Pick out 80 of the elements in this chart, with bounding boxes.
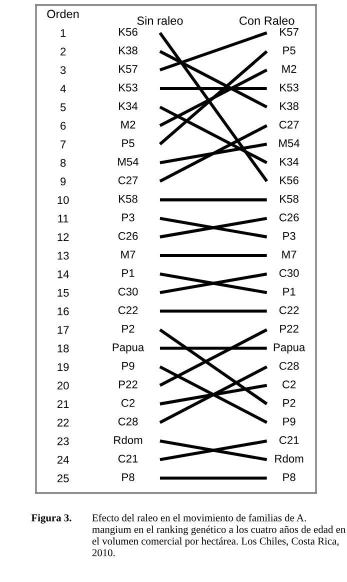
series-label: C22 bbox=[279, 306, 299, 314]
y-tick-label: 15 bbox=[58, 288, 69, 297]
series-label: P5 bbox=[283, 46, 296, 54]
text: K56 bbox=[119, 28, 138, 36]
text: C27 bbox=[118, 176, 138, 184]
y-tick-label: 25 bbox=[57, 474, 69, 482]
text: Papua bbox=[112, 344, 144, 354]
y-tick-label: 3 bbox=[60, 66, 66, 74]
y-tick-label: 1 bbox=[60, 29, 66, 37]
y-tick-label: 4 bbox=[60, 84, 66, 93]
series-label: C27 bbox=[279, 120, 299, 129]
y-tick-label: 22 bbox=[57, 418, 69, 427]
y-tick-label: 9 bbox=[60, 178, 66, 186]
text: K53 bbox=[119, 84, 138, 92]
text: P2 bbox=[122, 324, 134, 333]
text: P8 bbox=[122, 473, 134, 482]
text: C26 bbox=[118, 232, 138, 240]
text: P9 bbox=[122, 362, 134, 370]
text: K57 bbox=[119, 65, 138, 73]
y-tick-label: 8 bbox=[60, 158, 66, 167]
text: C22 bbox=[118, 306, 138, 314]
series-label: K34 bbox=[280, 158, 299, 166]
series-label: P8 bbox=[283, 473, 296, 482]
series-label: P1 bbox=[283, 288, 296, 296]
series-label: C30 bbox=[279, 269, 299, 278]
y-tick-label: 13 bbox=[58, 252, 69, 260]
y-tick-label: 11 bbox=[58, 214, 68, 222]
text: Figura 3. bbox=[31, 514, 72, 524]
text: M7 bbox=[121, 250, 136, 258]
text: C28 bbox=[118, 418, 138, 426]
series-label: P2 bbox=[283, 399, 296, 407]
y-tick-label: 18 bbox=[58, 344, 69, 352]
series-label: M54 bbox=[279, 139, 300, 148]
text: P5 bbox=[122, 139, 134, 148]
series-label: P22 bbox=[280, 324, 298, 333]
y-tick-label: 14 bbox=[58, 270, 69, 278]
y-tick-label: 24 bbox=[57, 456, 69, 464]
y-tick-label: 19 bbox=[58, 363, 69, 371]
text: P3 bbox=[122, 214, 134, 222]
series-label: C21 bbox=[279, 436, 299, 444]
series-label: K57 bbox=[280, 28, 298, 36]
text: C21 bbox=[118, 454, 138, 463]
y-tick-label: 16 bbox=[58, 307, 69, 316]
text: M2 bbox=[121, 120, 136, 128]
series-label: K58 bbox=[280, 194, 298, 203]
series-label: K53 bbox=[280, 84, 298, 92]
y-tick-label: 7 bbox=[60, 140, 66, 148]
series-label: M7 bbox=[282, 250, 296, 258]
series-label: C26 bbox=[279, 214, 299, 222]
series-label: K56 bbox=[280, 176, 298, 184]
y-tick-label: 10 bbox=[58, 196, 69, 204]
y-tick-label: 21 bbox=[57, 400, 69, 408]
series-label: Rdom bbox=[275, 454, 304, 463]
text: K34 bbox=[119, 102, 138, 110]
series-label: C28 bbox=[279, 362, 299, 370]
text: K38 bbox=[119, 46, 138, 54]
y-tick-label: 20 bbox=[57, 382, 69, 390]
y-tick-label: 5 bbox=[60, 103, 66, 112]
y-tick-label: 23 bbox=[57, 437, 69, 446]
y-tick-label: 17 bbox=[58, 326, 69, 334]
series-label: M2 bbox=[282, 65, 296, 73]
x-tick-label: Con Raleo bbox=[240, 16, 294, 25]
series-label: K38 bbox=[280, 102, 298, 110]
text: P1 bbox=[122, 269, 134, 277]
y-tick-label: 2 bbox=[60, 48, 66, 56]
x-tick-label: Sin raleo bbox=[137, 16, 183, 25]
text: C30 bbox=[118, 288, 138, 296]
text: Efecto del raleo en el movimiento de familias de A. mangium en el ranking genético a los cuatro años de edad en el volumen comercial por hectárea. Los Chiles, Costa Rica, 2010. bbox=[92, 514, 346, 556]
text: C2 bbox=[121, 399, 135, 407]
y-tick-label: 12 bbox=[58, 233, 69, 241]
y-tick-label: 6 bbox=[60, 122, 66, 130]
text: P22 bbox=[119, 380, 138, 388]
series-label: C2 bbox=[282, 380, 296, 388]
text: Rdom bbox=[114, 436, 142, 444]
series-label: Papua bbox=[274, 344, 306, 354]
text: M54 bbox=[118, 158, 139, 166]
series-label: P3 bbox=[283, 232, 296, 240]
y-axis-title: Orden bbox=[47, 10, 79, 18]
series-label: P9 bbox=[283, 418, 296, 426]
text: K58 bbox=[119, 194, 138, 203]
